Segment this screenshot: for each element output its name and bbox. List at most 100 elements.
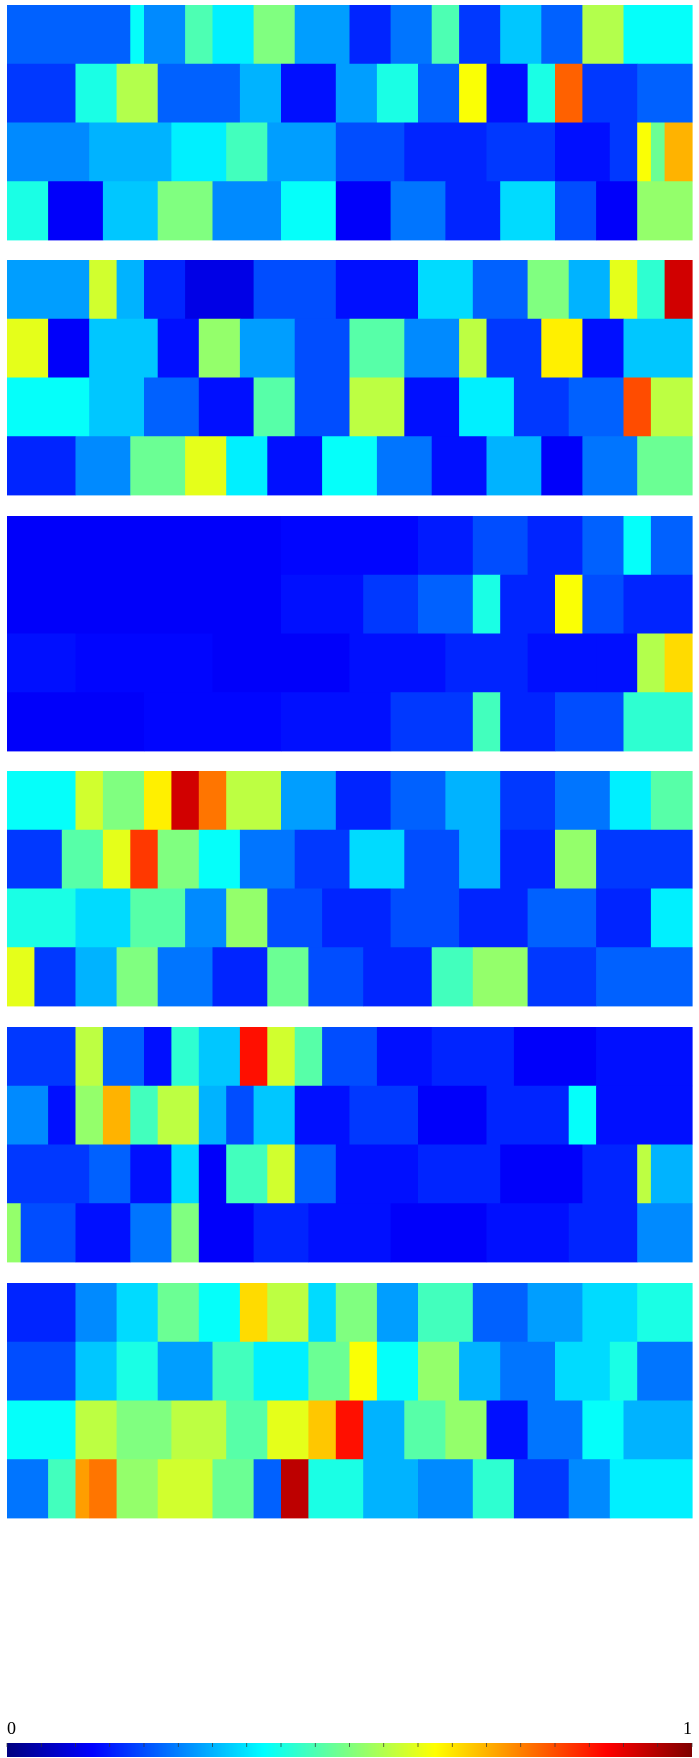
heatmap-panel-2: [7, 260, 693, 496]
heatmap-cell: [157, 181, 214, 241]
heatmap-cell: [157, 318, 200, 378]
heatmap-cell: [637, 1283, 693, 1343]
heatmap-cell: [335, 181, 392, 241]
heatmap-cell: [637, 1203, 693, 1263]
heatmap-cell: [253, 377, 296, 437]
heatmap-cell: [144, 771, 172, 831]
heatmap-cell: [48, 181, 104, 241]
heatmap-cell: [226, 1085, 255, 1145]
heatmap-cell: [500, 181, 556, 241]
heatmap-cell: [7, 947, 35, 1007]
heatmap-cell: [445, 181, 501, 241]
heatmap-cell: [239, 1027, 268, 1087]
heatmap-cell: [116, 1400, 172, 1460]
heatmap-cell: [75, 1400, 118, 1460]
heatmap-cell: [664, 260, 693, 320]
heatmap-cell: [349, 5, 392, 65]
heatmap-cell: [212, 947, 268, 1007]
heatmap-cell: [555, 574, 583, 634]
heatmap-cell: [75, 1341, 118, 1401]
heatmap-cell: [157, 947, 214, 1007]
heatmap-panel-5: [7, 1027, 693, 1263]
heatmap-cell: [89, 122, 172, 182]
heatmap-cell: [75, 1085, 104, 1145]
heatmap-cell: [212, 633, 351, 693]
heatmap-cell: [637, 181, 693, 241]
heatmap-cell: [102, 829, 131, 889]
heatmap-cell: [637, 633, 666, 693]
heatmap-cell: [418, 1283, 474, 1343]
heatmap-cell: [253, 1203, 309, 1263]
heatmap-panels: [7, 5, 693, 1519]
heatmap-cell: [144, 516, 282, 576]
heatmap-cell: [376, 1027, 433, 1087]
heatmap-cell: [500, 5, 542, 65]
heatmap-cell: [157, 1459, 214, 1519]
heatmap-cell: [650, 122, 666, 182]
heatmap-cell: [267, 122, 337, 182]
heatmap-cell: [75, 633, 214, 693]
heatmap-cell: [650, 516, 693, 576]
heatmap-cell: [7, 5, 131, 65]
heatmap-cell: [637, 1341, 693, 1401]
heatmap-cell: [116, 1459, 159, 1519]
heatmap-cell: [253, 260, 337, 320]
heatmap-cell: [212, 5, 255, 65]
heatmap-cell: [171, 122, 227, 182]
heatmap-cell: [212, 1341, 255, 1401]
heatmap-cell: [527, 63, 556, 123]
heatmap-cell: [418, 1144, 501, 1204]
heatmap-cell: [609, 122, 638, 182]
heatmap-cell: [198, 377, 255, 437]
heatmap-cell: [185, 260, 255, 320]
heatmap-cell: [404, 377, 460, 437]
heatmap-cell: [335, 771, 392, 831]
heatmap-cell: [609, 260, 638, 320]
heatmap-panel-3: [7, 516, 693, 752]
heatmap-cell: [7, 63, 77, 123]
heatmap-cell: [308, 1459, 364, 1519]
heatmap-cell: [472, 1459, 515, 1519]
heatmap-cell: [582, 63, 638, 123]
heatmap-cell: [212, 1459, 255, 1519]
heatmap-cell: [185, 436, 227, 496]
heatmap-cell: [418, 574, 474, 634]
heatmap-cell: [637, 1144, 652, 1204]
heatmap-cell: [294, 829, 351, 889]
heatmap-cell: [527, 633, 597, 693]
heatmap-cell: [527, 1400, 583, 1460]
heatmap-cell: [568, 1203, 638, 1263]
heatmap-cell: [500, 1144, 583, 1204]
heatmap-cell: [445, 771, 501, 831]
heatmap-cell: [7, 260, 90, 320]
heatmap-cell: [75, 1027, 104, 1087]
heatmap-cell: [513, 1027, 597, 1087]
heatmap-cell: [130, 1203, 172, 1263]
heatmap-cell: [322, 888, 392, 948]
heatmap-cell: [308, 1341, 351, 1401]
heatmap-cell: [486, 318, 542, 378]
heatmap-cell: [472, 574, 501, 634]
heatmap-cell: [596, 947, 693, 1007]
heatmap-cell: [102, 1085, 131, 1145]
heatmap-cell: [582, 1400, 625, 1460]
heatmap-cell: [239, 63, 282, 123]
heatmap-cell: [335, 63, 378, 123]
heatmap-cell: [226, 888, 268, 948]
heatmap-cell: [7, 1341, 77, 1401]
heatmap-cell: [130, 5, 145, 65]
heatmap-cell: [459, 829, 501, 889]
heatmap-cell: [541, 318, 583, 378]
heatmap-cell: [404, 829, 460, 889]
heatmap-cell: [130, 436, 186, 496]
heatmap-cell: [7, 1085, 49, 1145]
heatmap-cell: [513, 377, 570, 437]
heatmap-panel-4: [7, 771, 693, 1007]
heatmap-cell: [541, 436, 583, 496]
heatmap-cell: [459, 5, 501, 65]
heatmap-cell: [157, 1085, 200, 1145]
heatmap-cell: [349, 829, 405, 889]
heatmap-cell: [390, 692, 474, 752]
heatmap-cell: [445, 1400, 488, 1460]
heatmap-cell: [7, 181, 49, 241]
